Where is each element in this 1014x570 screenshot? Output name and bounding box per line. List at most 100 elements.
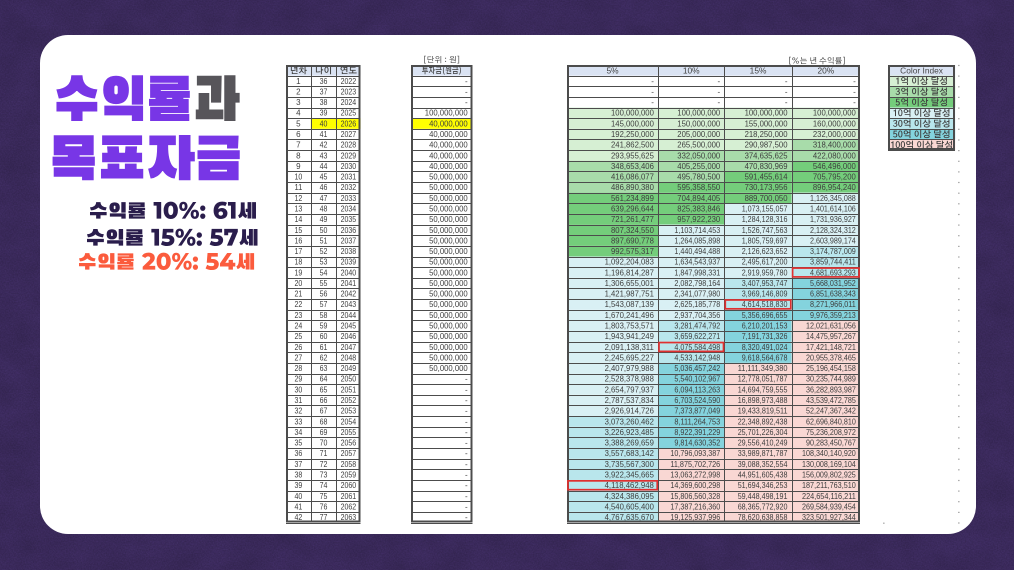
svg-text:8,271,966,011: 8,271,966,011 bbox=[810, 301, 856, 310]
svg-text:2,603,989,174: 2,603,989,174 bbox=[810, 237, 856, 246]
svg-text:5,036,457,242: 5,036,457,242 bbox=[674, 364, 720, 373]
svg-text:2,341,077,980: 2,341,077,980 bbox=[674, 290, 720, 299]
svg-text:44: 44 bbox=[319, 162, 327, 171]
svg-text:29: 29 bbox=[294, 375, 302, 384]
svg-text:4,533,142,948: 4,533,142,948 bbox=[674, 354, 720, 363]
svg-text:889,700,050: 889,700,050 bbox=[744, 194, 787, 203]
svg-text:2058: 2058 bbox=[340, 460, 356, 469]
svg-text:2036: 2036 bbox=[340, 226, 356, 235]
svg-text:639,296,644: 639,296,644 bbox=[611, 205, 654, 214]
svg-text:3,969,146,809: 3,969,146,809 bbox=[741, 290, 787, 299]
svg-text:224,654,116,211: 224,654,116,211 bbox=[802, 492, 856, 501]
svg-text:2,128,324,312: 2,128,324,312 bbox=[810, 226, 856, 235]
svg-text:30,235,744,989: 30,235,744,989 bbox=[806, 375, 856, 384]
svg-text:3: 3 bbox=[296, 98, 301, 107]
svg-text:25,701,226,304: 25,701,226,304 bbox=[737, 428, 787, 437]
svg-text:2,495,617,200: 2,495,617,200 bbox=[741, 258, 787, 267]
svg-text:100,000,000: 100,000,000 bbox=[744, 109, 787, 118]
svg-text:9,618,564,678: 9,618,564,678 bbox=[741, 354, 787, 363]
svg-text:187,211,763,510: 187,211,763,510 bbox=[802, 482, 856, 491]
svg-text:332,050,000: 332,050,000 bbox=[677, 152, 720, 161]
svg-text:318,400,000: 318,400,000 bbox=[812, 141, 855, 150]
svg-text:51,694,346,253: 51,694,346,253 bbox=[737, 482, 787, 491]
svg-text:-: - bbox=[784, 88, 787, 97]
svg-text:-: - bbox=[465, 98, 468, 107]
svg-text:232,000,000: 232,000,000 bbox=[812, 130, 855, 139]
svg-text:3,281,474,792: 3,281,474,792 bbox=[674, 322, 720, 331]
svg-text:2022: 2022 bbox=[340, 77, 356, 86]
svg-text:14,475,957,267: 14,475,957,267 bbox=[806, 333, 856, 342]
svg-text:15%: 15% bbox=[749, 66, 766, 76]
svg-text:348,653,406: 348,653,406 bbox=[611, 162, 654, 171]
svg-text:41: 41 bbox=[294, 503, 302, 512]
svg-text:2: 2 bbox=[296, 88, 301, 97]
svg-text:8,922,391,229: 8,922,391,229 bbox=[674, 428, 720, 437]
svg-text:31: 31 bbox=[294, 396, 302, 405]
svg-text:561,234,899: 561,234,899 bbox=[611, 194, 654, 203]
svg-text:160,000,000: 160,000,000 bbox=[812, 120, 855, 129]
svg-text:4,324,386,095: 4,324,386,095 bbox=[604, 492, 654, 501]
svg-text:2,528,378,988: 2,528,378,988 bbox=[604, 375, 654, 384]
svg-text:7: 7 bbox=[296, 141, 301, 150]
svg-text:3,735,567,300: 3,735,567,300 bbox=[604, 460, 654, 469]
svg-text:-: - bbox=[465, 396, 468, 405]
svg-text:2027: 2027 bbox=[340, 130, 356, 139]
svg-text:495,780,500: 495,780,500 bbox=[677, 173, 720, 182]
svg-text:2,937,704,356: 2,937,704,356 bbox=[674, 311, 720, 320]
svg-text:2045: 2045 bbox=[340, 322, 356, 331]
svg-text:-: - bbox=[465, 513, 468, 522]
svg-text:4,075,584,498: 4,075,584,498 bbox=[674, 343, 720, 352]
svg-text:10,796,093,387: 10,796,093,387 bbox=[670, 450, 720, 459]
svg-text:2,787,537,834: 2,787,537,834 bbox=[604, 396, 654, 405]
svg-text:470,830,969: 470,830,969 bbox=[744, 162, 787, 171]
svg-text:2052: 2052 bbox=[340, 396, 356, 405]
svg-text:293,955,625: 293,955,625 bbox=[611, 152, 654, 161]
svg-text:50,000,000: 50,000,000 bbox=[429, 290, 468, 299]
svg-text:156,009,802,925: 156,009,802,925 bbox=[802, 471, 856, 480]
svg-text:45: 45 bbox=[319, 173, 327, 182]
svg-text:49: 49 bbox=[319, 216, 327, 225]
svg-text:150,000,000: 150,000,000 bbox=[677, 120, 720, 129]
svg-text:2061: 2061 bbox=[340, 492, 356, 501]
svg-text:11: 11 bbox=[294, 184, 302, 193]
svg-text:2057: 2057 bbox=[340, 450, 356, 459]
svg-text:20,955,378,465: 20,955,378,465 bbox=[806, 354, 856, 363]
svg-text:2062: 2062 bbox=[340, 503, 356, 512]
svg-text:57: 57 bbox=[319, 301, 327, 310]
svg-text:5%: 5% bbox=[606, 66, 619, 76]
svg-text:2031: 2031 bbox=[340, 173, 356, 182]
svg-text:3,226,923,485: 3,226,923,485 bbox=[604, 428, 654, 437]
svg-text:50,000,000: 50,000,000 bbox=[429, 258, 468, 267]
svg-text:2025: 2025 bbox=[340, 109, 356, 118]
svg-text:2,407,979,988: 2,407,979,988 bbox=[604, 364, 654, 373]
svg-text:3,073,260,462: 3,073,260,462 bbox=[604, 418, 654, 427]
svg-text:2044: 2044 bbox=[340, 311, 356, 320]
svg-text:-: - bbox=[465, 439, 468, 448]
svg-text:2043: 2043 bbox=[340, 301, 356, 310]
svg-text:2,082,798,164: 2,082,798,164 bbox=[674, 279, 720, 288]
svg-text:2023: 2023 bbox=[340, 88, 356, 97]
svg-text:1,306,655,001: 1,306,655,001 bbox=[604, 279, 654, 288]
svg-text:2051: 2051 bbox=[340, 386, 356, 395]
svg-text:2037: 2037 bbox=[340, 237, 356, 246]
svg-text:1,284,128,316: 1,284,128,316 bbox=[741, 216, 787, 225]
svg-text:3,407,953,747: 3,407,953,747 bbox=[741, 279, 787, 288]
svg-text:28: 28 bbox=[294, 364, 302, 373]
svg-text:-: - bbox=[465, 460, 468, 469]
svg-text:50: 50 bbox=[319, 226, 327, 235]
svg-text:1,803,753,571: 1,803,753,571 bbox=[604, 322, 654, 331]
svg-text:-: - bbox=[465, 88, 468, 97]
svg-text:807,324,550: 807,324,550 bbox=[611, 226, 654, 235]
svg-text:-: - bbox=[784, 98, 787, 107]
svg-text:2028: 2028 bbox=[340, 141, 356, 150]
svg-text:63: 63 bbox=[319, 364, 327, 373]
svg-text:62,696,840,810: 62,696,840,810 bbox=[806, 418, 856, 427]
svg-text:1,092,204,083: 1,092,204,083 bbox=[604, 258, 654, 267]
svg-text:2050: 2050 bbox=[340, 375, 356, 384]
svg-text:957,922,230: 957,922,230 bbox=[677, 216, 720, 225]
svg-text:12: 12 bbox=[294, 194, 302, 203]
svg-text:100,000,000: 100,000,000 bbox=[425, 109, 468, 118]
svg-text:-: - bbox=[651, 77, 654, 86]
svg-text:38: 38 bbox=[294, 471, 302, 480]
svg-text:38: 38 bbox=[319, 98, 327, 107]
